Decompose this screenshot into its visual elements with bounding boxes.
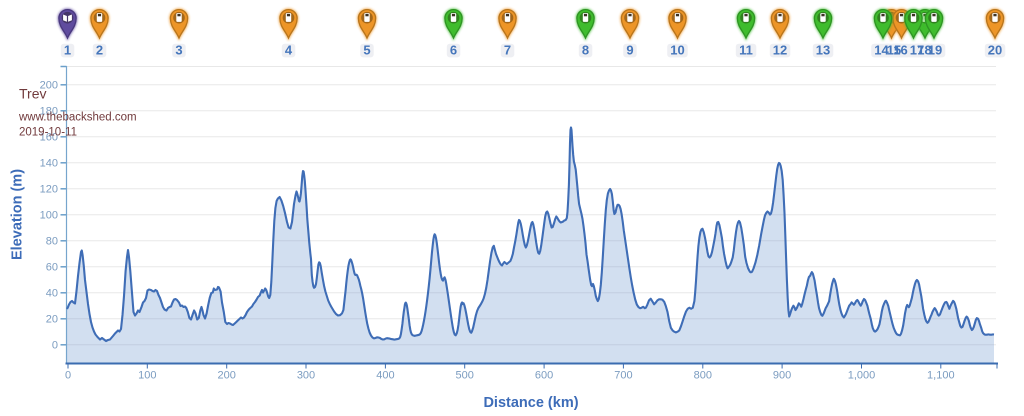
svg-text:800: 800 (694, 370, 712, 382)
svg-text:20: 20 (46, 314, 58, 326)
svg-text:200: 200 (40, 80, 58, 92)
svg-text:4: 4 (285, 43, 293, 58)
svg-text:10: 10 (670, 43, 684, 58)
svg-text:100: 100 (40, 210, 58, 222)
svg-text:700: 700 (614, 370, 632, 382)
svg-text:500: 500 (456, 370, 474, 382)
svg-text:600: 600 (535, 370, 553, 382)
svg-text:300: 300 (297, 370, 315, 382)
svg-text:www.thebackshed.com: www.thebackshed.com (18, 112, 137, 124)
svg-text:0: 0 (52, 340, 58, 352)
svg-text:40: 40 (46, 288, 58, 300)
svg-text:17: 17 (910, 43, 924, 58)
svg-text:140: 140 (40, 158, 58, 170)
svg-text:3: 3 (175, 43, 182, 58)
svg-text:Elevation (m): Elevation (m) (10, 169, 26, 260)
svg-text:160: 160 (40, 132, 58, 144)
svg-text:9: 9 (626, 43, 633, 58)
svg-text:Distance (km): Distance (km) (483, 395, 578, 411)
svg-text:13: 13 (816, 43, 830, 58)
svg-text:11: 11 (739, 43, 753, 58)
svg-text:18: 18 (917, 43, 931, 58)
svg-text:200: 200 (218, 370, 236, 382)
svg-text:20: 20 (988, 43, 1002, 58)
svg-text:8: 8 (582, 43, 589, 58)
svg-text:16: 16 (893, 43, 907, 58)
svg-text:Trev: Trev (19, 86, 46, 102)
svg-text:180: 180 (40, 106, 58, 118)
svg-text:120: 120 (40, 184, 58, 196)
svg-text:100: 100 (138, 370, 156, 382)
svg-text:19: 19 (928, 43, 942, 58)
svg-text:7: 7 (504, 43, 511, 58)
svg-text:12: 12 (773, 43, 787, 58)
svg-text:0: 0 (65, 370, 71, 382)
svg-text:900: 900 (773, 370, 791, 382)
svg-text:1,100: 1,100 (927, 370, 955, 382)
svg-text:60: 60 (46, 262, 58, 274)
svg-text:14: 14 (874, 43, 889, 58)
svg-text:2019-10-11: 2019-10-11 (19, 127, 77, 139)
svg-text:80: 80 (46, 236, 58, 248)
svg-text:6: 6 (450, 43, 457, 58)
svg-text:15: 15 (887, 43, 901, 58)
svg-text:2: 2 (96, 43, 103, 58)
svg-text:5: 5 (363, 43, 370, 58)
svg-text:1: 1 (64, 43, 71, 58)
svg-text:400: 400 (376, 370, 394, 382)
svg-text:1,000: 1,000 (848, 370, 876, 382)
